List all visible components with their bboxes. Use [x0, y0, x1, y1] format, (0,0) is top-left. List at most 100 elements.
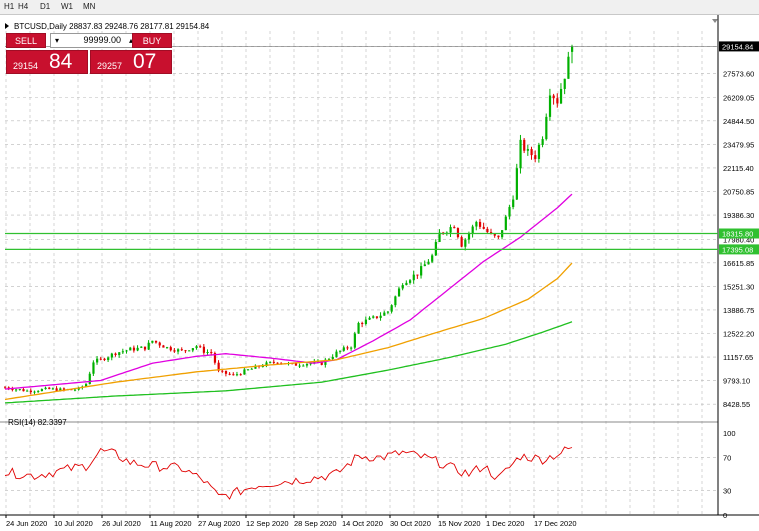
candle-body: [375, 316, 379, 318]
candle: [508, 204, 511, 220]
chart-shift-icon[interactable]: [712, 19, 718, 23]
candle: [394, 295, 397, 308]
candle-body: [243, 369, 246, 375]
candle-body: [298, 365, 301, 367]
candle: [103, 357, 106, 362]
candle-body: [158, 342, 161, 346]
candle-body: [556, 98, 559, 104]
candle: [169, 345, 172, 352]
candle: [519, 134, 522, 174]
date-tick-label: 24 Jun 2020: [6, 519, 47, 528]
rsi-tick-label: 100: [723, 429, 736, 438]
candle-body: [202, 346, 206, 353]
timeframe-w1-tab[interactable]: W1: [61, 2, 73, 11]
timeframe-mn-tab[interactable]: MN: [83, 2, 96, 11]
candle-body: [121, 351, 125, 353]
candle-body: [73, 389, 77, 391]
candle-body: [504, 216, 507, 231]
candle: [342, 345, 345, 352]
candle-body: [559, 88, 563, 104]
candle-body: [154, 340, 158, 343]
rsi-indicator: [4, 446, 573, 500]
candle-body: [261, 366, 264, 368]
candle: [162, 344, 165, 348]
candle: [114, 352, 117, 357]
price-tick-label: 15251.30: [723, 282, 754, 291]
candle-body: [438, 232, 441, 242]
candle: [298, 363, 301, 368]
candle-body: [191, 348, 194, 351]
candle-body: [114, 353, 117, 355]
price-tick-label: 17980.40: [723, 235, 754, 244]
candle: [143, 346, 147, 352]
chart-axes: 27573.60 26209.05 24844.50 23479.95 22115.40…: [5, 41, 759, 528]
candle: [213, 351, 217, 365]
candle-body: [541, 139, 544, 145]
candle: [99, 356, 102, 361]
price-tick-label: 23479.95: [723, 140, 754, 149]
price-tick-label: 9793.10: [723, 377, 750, 386]
moving-average-series: [4, 193, 573, 404]
candle: [96, 356, 99, 365]
candle: [125, 350, 128, 354]
date-tick-label: 1 Dec 2020: [486, 519, 524, 528]
candle-body: [401, 285, 404, 289]
candle-body: [346, 347, 349, 349]
candle-body: [364, 319, 368, 325]
rsi-tick-label: 0: [723, 511, 727, 520]
date-tick-label: 15 Nov 2020: [438, 519, 481, 528]
candle: [136, 345, 139, 352]
candle-body: [213, 353, 217, 363]
candle-body: [420, 266, 423, 276]
candle-body: [545, 116, 548, 140]
price-tick-label: 8428.55: [723, 400, 750, 409]
candle-body: [526, 149, 530, 151]
candle: [501, 230, 504, 240]
candle-body: [379, 315, 382, 318]
candle-body: [512, 199, 515, 208]
horizontal-levels: [5, 232, 718, 250]
candle-body: [151, 340, 154, 343]
candle: [29, 388, 32, 395]
candle-body: [26, 390, 29, 392]
candle: [33, 390, 36, 395]
lot-size-field[interactable]: ▾ 99999.00 ▴: [50, 33, 138, 48]
candle-body: [412, 274, 415, 281]
candle-body: [4, 387, 7, 389]
candle: [512, 195, 515, 210]
candle-body: [18, 389, 21, 391]
lower-level-tag-bg: [719, 244, 759, 255]
timeframe-d1-tab[interactable]: D1: [40, 2, 51, 11]
candle-body: [449, 227, 452, 233]
current-price-tag: 29154.84: [719, 41, 759, 52]
candle-body: [357, 322, 360, 334]
candle-body: [427, 261, 430, 265]
price-tick-label: 26209.05: [723, 93, 754, 102]
candle: [471, 224, 474, 238]
candle-body: [55, 388, 58, 392]
sell-price[interactable]: 29154 84: [6, 50, 88, 74]
timeframe-h1-tab[interactable]: H1: [4, 2, 15, 11]
candle: [545, 113, 548, 141]
candle-body: [136, 347, 139, 351]
candle: [177, 348, 180, 355]
candle-body: [464, 239, 467, 247]
candle-body: [386, 311, 390, 313]
sell-button[interactable]: SELL: [6, 33, 46, 48]
candle-body: [453, 227, 456, 229]
candle-body: [409, 280, 412, 283]
price-tick-label: 12522.20: [723, 329, 754, 338]
price-chart[interactable]: BTCUSD,Daily 28837.83 29248.76 28177.81 …: [0, 15, 759, 531]
candle-body: [44, 387, 47, 390]
price-tick-label: 19386.30: [723, 211, 754, 220]
buy-button[interactable]: BUY: [132, 33, 172, 48]
timeframe-h4-tab[interactable]: H4: [18, 2, 29, 11]
candle: [243, 367, 246, 375]
candle-body: [37, 391, 40, 393]
lot-decrease-icon[interactable]: ▾: [55, 36, 60, 45]
lot-increase-icon[interactable]: ▴: [128, 36, 133, 45]
candle-body: [62, 388, 66, 390]
candle-body: [199, 346, 202, 348]
candle-body: [316, 361, 320, 363]
buy-price[interactable]: 29257 07: [90, 50, 172, 74]
